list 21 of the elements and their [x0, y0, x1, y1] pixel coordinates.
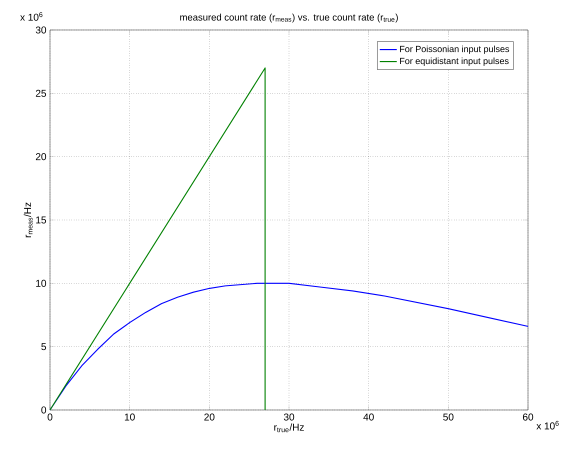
x-tick-label: 20 [204, 414, 214, 421]
x-tick-label: 50 [443, 414, 454, 421]
text: x 10$^{6}$ [20, 12, 42, 21]
text: x 10$^{6}$ [536, 420, 559, 430]
y-tick-label: 25 [36, 90, 46, 97]
y-tick-label: 15 [36, 216, 46, 224]
x-tick-label: 0 [48, 414, 52, 421]
y-tick-label: 5 [41, 343, 46, 350]
x-tick-label: 60 [522, 414, 534, 421]
x-tick-label: 40 [363, 414, 374, 421]
x-tick-label: 10 [124, 414, 135, 421]
chart-title: measured count rate (r$_{meas}$) vs. true count rate (r$_{true}$) [180, 14, 398, 22]
y-tick-label: 10 [36, 280, 46, 287]
legend-label: For Poissonian input pulses [400, 46, 510, 54]
x-tick-label: 30 [284, 414, 294, 421]
x-axis-title: r$_{true}$/Hz [274, 423, 304, 432]
y-tick-label: 20 [36, 153, 46, 160]
legend-label: For equidistant input pulses [400, 58, 509, 66]
y-axis-title: r$_{meas}$/Hz [24, 202, 33, 238]
y-tick-label: 30 [36, 26, 46, 34]
y-tick-label: 0 [41, 406, 46, 414]
